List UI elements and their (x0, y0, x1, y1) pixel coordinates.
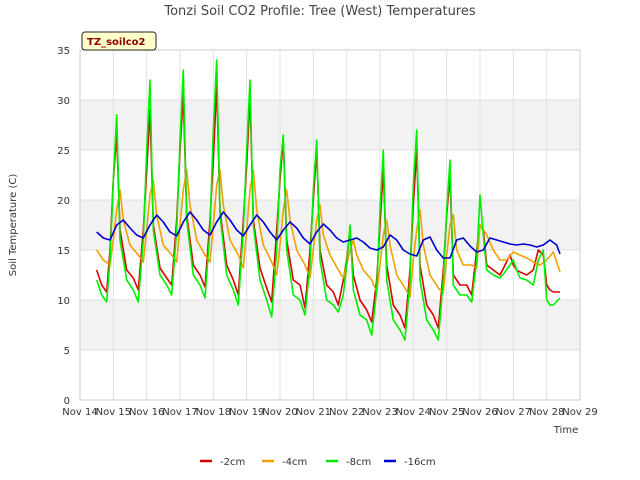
series-line-4cmcm (96, 169, 561, 298)
y-axis: 0 5 10 15 20 25 30 35 (57, 46, 70, 407)
plot-band (80, 300, 580, 350)
x-tick-label: Nov 24 (396, 407, 431, 418)
x-tick-label: Nov 22 (329, 407, 364, 418)
x-tick-label: Nov 26 (462, 407, 497, 418)
y-tick-label: 5 (64, 346, 70, 357)
series-lines (95, 59, 561, 341)
x-tick-label: Nov 17 (162, 407, 197, 418)
x-tick-label: Nov 28 (529, 407, 564, 418)
x-tick-label: Nov 15 (96, 407, 131, 418)
x-tick-label: Nov 29 (562, 407, 597, 418)
y-tick-label: 20 (57, 196, 70, 207)
badge: TZ_soilco2 (81, 31, 157, 51)
chart-title: Tonzi Soil CO2 Profile: Tree (West) Temp… (163, 4, 476, 19)
x-tick-label: Nov 23 (362, 407, 397, 418)
legend-label: -4cm (282, 457, 307, 468)
x-tick-label: Nov 25 (429, 407, 464, 418)
x-axis-label: Time (553, 425, 578, 436)
y-tick-label: 0 (64, 396, 70, 407)
x-tick-label: Nov 14 (62, 407, 97, 418)
legend-label: -8cm (346, 457, 371, 468)
badge-label: TZ_soilco2 (87, 37, 146, 48)
plot-frame (79, 49, 581, 401)
y-tick-label: 35 (57, 46, 70, 57)
x-tick-label: Nov 20 (262, 407, 297, 418)
y-tick-label: 25 (57, 146, 70, 157)
x-tick-label: Nov 19 (229, 407, 264, 418)
badge-box (81, 31, 157, 51)
plot-band (80, 100, 580, 150)
series-line-8cmcm (95, 59, 561, 341)
x-tick-label: Nov 27 (496, 407, 531, 418)
y-tick-label: 15 (57, 246, 70, 257)
y-tick-label: 30 (57, 96, 70, 107)
legend: -2cm -4cm -8cm -16cm (200, 457, 436, 468)
y-tick-label: 10 (57, 296, 70, 307)
y-axis-label: Soil Temperature (C) (8, 174, 19, 277)
x-tick-label: Nov 18 (196, 407, 231, 418)
series-line-16cmcm (96, 211, 561, 259)
x-tick-label: Nov 16 (129, 407, 164, 418)
x-tick-label: Nov 21 (296, 407, 331, 418)
legend-label: -2cm (220, 457, 245, 468)
plot-background (80, 100, 580, 350)
legend-label: -16cm (404, 457, 436, 468)
